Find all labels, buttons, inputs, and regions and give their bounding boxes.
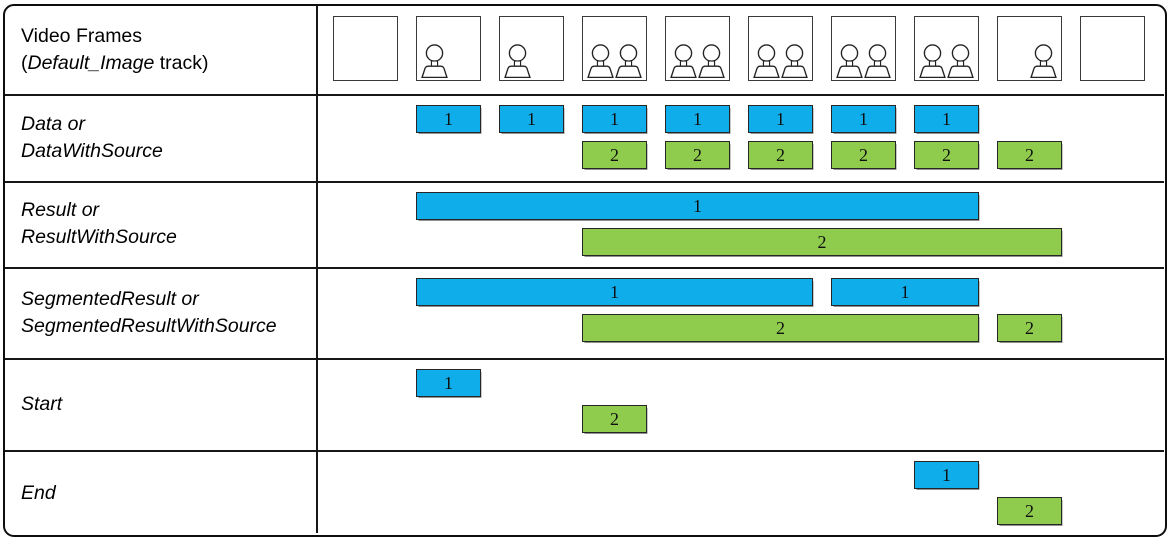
video-frames-label-line2: (Default_Image track)	[21, 51, 209, 74]
row-label-result: Result or ResultWithSource	[21, 199, 177, 248]
person-icon	[698, 42, 725, 80]
bar-label: 2	[942, 145, 951, 165]
track-bar-1: 1	[416, 105, 481, 133]
track-bar-1: 1	[831, 105, 896, 133]
video-frame	[997, 16, 1062, 81]
bar-label: 2	[776, 145, 785, 165]
track-bar-2: 2	[665, 141, 730, 169]
track-bar-2: 2	[997, 497, 1062, 525]
track-bar-1: 1	[582, 105, 647, 133]
video-frame	[416, 16, 481, 81]
row-label-segmented-result: SegmentedResult or SegmentedResultWithSo…	[21, 287, 277, 337]
bar-label: 1	[859, 109, 868, 129]
person-icon	[947, 42, 974, 80]
track-bar-1: 1	[748, 105, 813, 133]
video-frame	[582, 16, 647, 81]
track-bar-2: 2	[831, 141, 896, 169]
bar-label: 1	[693, 196, 702, 216]
bar-label: 2	[1025, 501, 1034, 521]
track-bar-1: 1	[831, 278, 979, 306]
person-icon	[670, 42, 697, 80]
person-icon	[864, 42, 891, 80]
person-icon	[919, 42, 946, 80]
bar-label: 2	[817, 232, 827, 252]
person-icon	[421, 42, 448, 80]
track-bar-1: 1	[416, 192, 979, 220]
video-frame	[831, 16, 896, 81]
row-label-data: Data or DataWithSource	[21, 112, 163, 162]
track-bar-2: 2	[582, 314, 979, 342]
video-frame	[665, 16, 730, 81]
bar-label: 2	[610, 145, 619, 165]
track-bar-2: 2	[997, 314, 1062, 342]
column-divider	[316, 5, 318, 533]
row-divider	[5, 358, 1164, 360]
person-icon	[1030, 42, 1057, 80]
bar-label: 1	[942, 465, 951, 485]
bar-label: 2	[776, 318, 785, 338]
video-frame	[748, 16, 813, 81]
track-bar-1: 1	[499, 105, 564, 133]
bar-label: 1	[527, 109, 536, 129]
row-label-end: End	[21, 481, 56, 504]
track-bar-1: 1	[914, 461, 979, 489]
track-bar-1: 1	[665, 105, 730, 133]
track-bar-1: 1	[416, 278, 813, 306]
video-frame	[333, 16, 398, 81]
video-frame	[914, 16, 979, 81]
row-label-start: Start	[21, 392, 63, 415]
track-bar-2: 2	[582, 228, 1062, 256]
row-divider	[5, 450, 1164, 452]
bar-label: 2	[610, 409, 619, 429]
row-label-video-frames: Video Frames (Default_Image track)	[5, 5, 305, 94]
person-icon	[587, 42, 614, 80]
bar-label: 2	[1025, 318, 1034, 338]
bar-label: 1	[776, 109, 785, 129]
track-bar-2: 2	[914, 141, 979, 169]
person-icon	[615, 42, 642, 80]
video-frames-label-line1: Video Frames	[21, 24, 143, 47]
bar-label: 1	[444, 373, 453, 393]
person-icon	[753, 42, 780, 80]
person-icon	[781, 42, 808, 80]
track-bar-1: 1	[416, 369, 481, 397]
bar-label: 1	[444, 109, 453, 129]
person-icon	[836, 42, 863, 80]
person-icon	[504, 42, 531, 80]
track-bar-2: 2	[997, 141, 1062, 169]
track-bar-2: 2	[748, 141, 813, 169]
row-divider	[5, 181, 1164, 183]
bar-label: 1	[900, 282, 910, 302]
track-name-italic: Default_Image	[27, 51, 155, 74]
video-frame	[1080, 16, 1145, 81]
track-bar-2: 2	[582, 405, 647, 433]
bar-label: 1	[610, 282, 619, 302]
video-frame	[499, 16, 564, 81]
track-bar-1: 1	[914, 105, 979, 133]
row-divider	[5, 267, 1164, 269]
track-bar-2: 2	[582, 141, 647, 169]
bar-label: 1	[693, 109, 702, 129]
bar-label: 2	[859, 145, 868, 165]
bar-label: 2	[693, 145, 702, 165]
bar-label: 2	[1025, 145, 1034, 165]
bar-label: 1	[942, 109, 951, 129]
row-divider	[5, 94, 1164, 96]
bar-label: 1	[610, 109, 619, 129]
